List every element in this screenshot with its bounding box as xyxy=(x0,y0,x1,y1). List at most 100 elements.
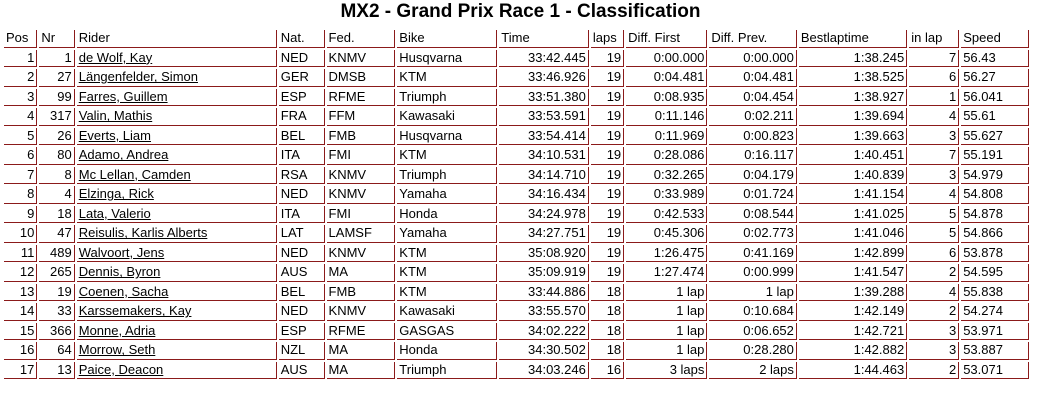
federation-cell: FMI xyxy=(326,147,396,165)
number-cell: 99 xyxy=(39,88,75,106)
number-cell: 265 xyxy=(39,264,75,282)
number-cell: 317 xyxy=(39,108,75,126)
nationality-cell: NED xyxy=(278,244,325,262)
rider-link[interactable]: Elzinga, Rick xyxy=(78,186,154,202)
federation-cell: RFME xyxy=(326,88,396,106)
laps-cell: 19 xyxy=(590,225,625,243)
in-lap-cell: 6 xyxy=(909,69,960,87)
number-cell: 80 xyxy=(39,147,75,165)
rider-link[interactable]: Adamo, Andrea xyxy=(78,147,169,163)
time-cell: 35:08.920 xyxy=(499,244,589,262)
bike-cell: Yamaha xyxy=(397,186,498,204)
in-lap-cell: 4 xyxy=(909,108,960,126)
rider-link[interactable]: Valin, Mathis xyxy=(78,108,153,124)
time-cell: 34:30.502 xyxy=(499,342,589,360)
position-cell: 15 xyxy=(4,322,38,340)
rider-link[interactable]: Längenfelder, Simon xyxy=(78,69,198,85)
time-cell: 34:24.978 xyxy=(499,205,589,223)
rider-link[interactable]: Lata, Valerio xyxy=(78,205,151,221)
time-cell: 33:53.591 xyxy=(499,108,589,126)
speed-cell: 55.61 xyxy=(961,108,1029,126)
rider-link[interactable]: de Wolf, Kay xyxy=(78,49,153,65)
speed-cell: 53.071 xyxy=(961,361,1029,379)
nationality-cell: AUS xyxy=(278,264,325,282)
col-diff-first-header: Diff. First xyxy=(626,30,708,48)
time-cell: 33:46.926 xyxy=(499,69,589,87)
table-row: 15 366 Monne, Adria ESP RFME GASGAS 34:02.222 1… xyxy=(4,322,1029,340)
table-row: 7 8 Mc Lellan, Camden RSA KNMV Triumph 34:14.7… xyxy=(4,166,1029,184)
time-cell: 34:14.710 xyxy=(499,166,589,184)
bestlaptime-cell: 1:39.288 xyxy=(798,283,908,301)
speed-cell: 54.274 xyxy=(961,303,1029,321)
table-row: 3 99 Farres, Guillem ESP RFME Triumph 33:51.38… xyxy=(4,88,1029,106)
number-cell: 19 xyxy=(39,283,75,301)
rider-link[interactable]: Everts, Liam xyxy=(78,127,151,143)
speed-cell: 53.878 xyxy=(961,244,1029,262)
in-lap-cell: 5 xyxy=(909,225,960,243)
bike-cell: Triumph xyxy=(397,361,498,379)
header-row: Pos Nr Rider Nat. Fed. Bike Time laps Diff. Firs… xyxy=(4,30,1029,48)
diff-prev-cell: 0:28.280 xyxy=(709,342,797,360)
rider-link[interactable]: Walvoort, Jens xyxy=(78,244,165,260)
in-lap-cell: 3 xyxy=(909,127,960,145)
speed-cell: 53.887 xyxy=(961,342,1029,360)
position-cell: 6 xyxy=(4,147,38,165)
rider-link[interactable]: Dennis, Byron xyxy=(78,264,161,280)
bestlaptime-cell: 1:42.882 xyxy=(798,342,908,360)
federation-cell: MA xyxy=(326,342,396,360)
federation-cell: FMB xyxy=(326,283,396,301)
diff-first-cell: 0:08.935 xyxy=(626,88,708,106)
federation-cell: MA xyxy=(326,264,396,282)
table-row: 14 33 Karssemakers, Kay NED KNMV Kawasaki 33:5… xyxy=(4,303,1029,321)
bike-cell: Kawasaki xyxy=(397,303,498,321)
position-cell: 4 xyxy=(4,108,38,126)
in-lap-cell: 4 xyxy=(909,283,960,301)
rider-cell: Elzinga, Rick xyxy=(76,186,277,204)
rider-link[interactable]: Monne, Adria xyxy=(78,322,156,338)
diff-prev-cell: 0:00.823 xyxy=(709,127,797,145)
rider-link[interactable]: Coenen, Sacha xyxy=(78,283,169,299)
diff-prev-cell: 0:10.684 xyxy=(709,303,797,321)
rider-cell: Adamo, Andrea xyxy=(76,147,277,165)
diff-prev-cell: 0:04.454 xyxy=(709,88,797,106)
position-cell: 5 xyxy=(4,127,38,145)
position-cell: 1 xyxy=(4,49,38,67)
laps-cell: 18 xyxy=(590,303,625,321)
federation-cell: KNMV xyxy=(326,186,396,204)
rider-link[interactable]: Morrow, Seth xyxy=(78,342,156,358)
page-title: MX2 - Grand Prix Race 1 - Classification xyxy=(340,1,701,22)
diff-prev-cell: 0:01.724 xyxy=(709,186,797,204)
in-lap-cell: 3 xyxy=(909,322,960,340)
in-lap-cell: 2 xyxy=(909,303,960,321)
col-bestlaptime-header: Bestlaptime xyxy=(798,30,908,48)
table-row: 12 265 Dennis, Byron AUS MA KTM 35:09.919 19 1:2… xyxy=(4,264,1029,282)
laps-cell: 19 xyxy=(590,88,625,106)
rider-cell: Monne, Adria xyxy=(76,322,277,340)
table-row: 8 4 Elzinga, Rick NED KNMV Yamaha 34:16.434 19 0… xyxy=(4,186,1029,204)
number-cell: 47 xyxy=(39,225,75,243)
diff-first-cell: 0:45.306 xyxy=(626,225,708,243)
rider-link[interactable]: Paice, Deacon xyxy=(78,361,164,377)
bestlaptime-cell: 1:39.694 xyxy=(798,108,908,126)
bike-cell: Triumph xyxy=(397,88,498,106)
rider-cell: Everts, Liam xyxy=(76,127,277,145)
bike-cell: Honda xyxy=(397,205,498,223)
rider-link[interactable]: Farres, Guillem xyxy=(78,88,168,104)
rider-link[interactable]: Karssemakers, Kay xyxy=(78,303,192,319)
federation-cell: KNMV xyxy=(326,244,396,262)
federation-cell: FFM xyxy=(326,108,396,126)
diff-first-cell: 1 lap xyxy=(626,303,708,321)
rider-link[interactable]: Reisulis, Karlis Alberts xyxy=(78,225,208,241)
bestlaptime-cell: 1:41.025 xyxy=(798,205,908,223)
laps-cell: 19 xyxy=(590,108,625,126)
bestlaptime-cell: 1:38.927 xyxy=(798,88,908,106)
bike-cell: KTM xyxy=(397,264,498,282)
speed-cell: 56.041 xyxy=(961,88,1029,106)
laps-cell: 19 xyxy=(590,264,625,282)
bike-cell: KTM xyxy=(397,147,498,165)
rider-link[interactable]: Mc Lellan, Camden xyxy=(78,166,191,182)
speed-cell: 55.627 xyxy=(961,127,1029,145)
diff-prev-cell: 0:02.773 xyxy=(709,225,797,243)
bike-cell: KTM xyxy=(397,244,498,262)
